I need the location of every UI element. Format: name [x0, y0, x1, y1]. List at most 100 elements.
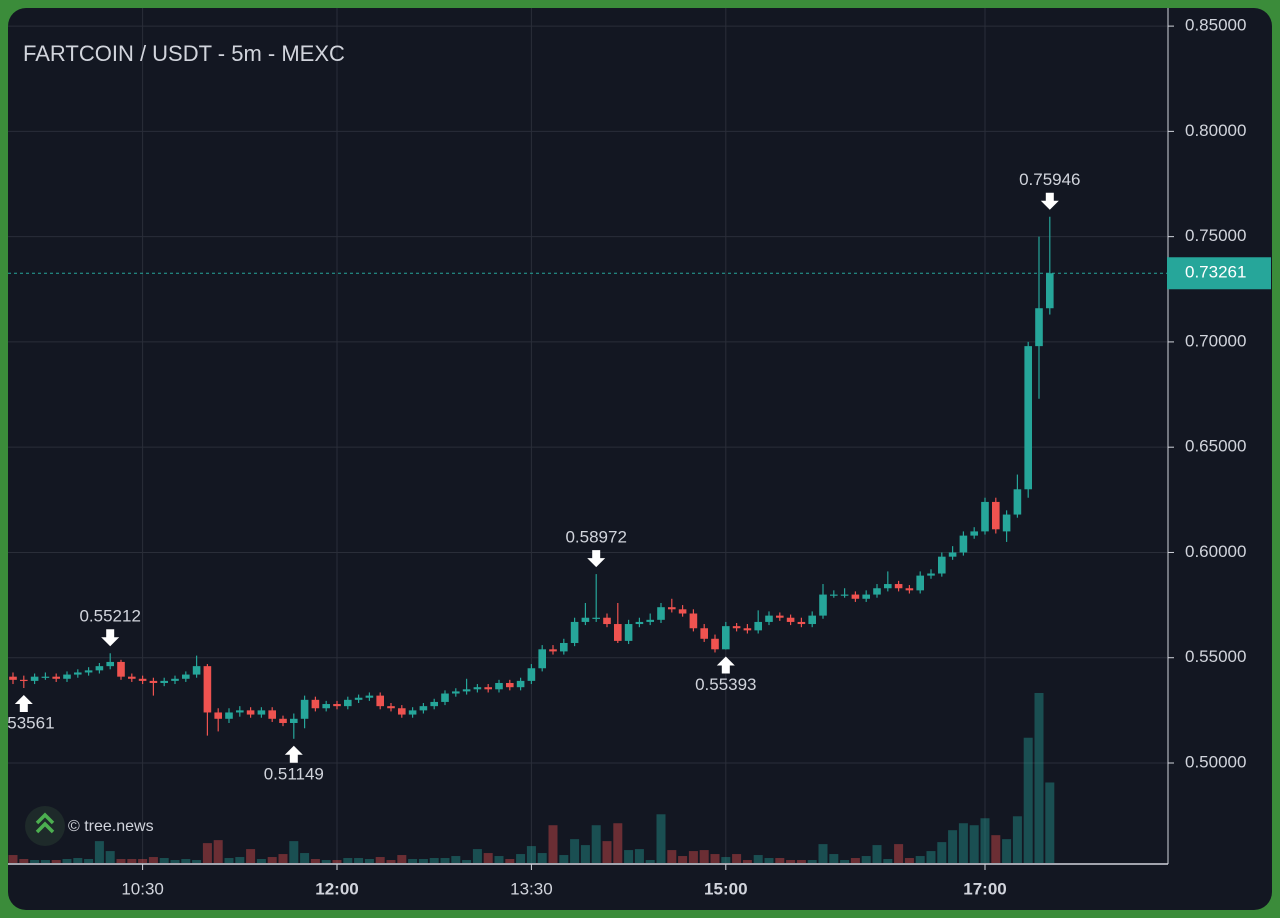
volume-bar — [73, 858, 83, 863]
volume-bar — [343, 858, 353, 863]
candle-body — [441, 693, 449, 702]
candle-body — [333, 704, 341, 707]
volume-bar — [375, 857, 385, 863]
candle-body — [1024, 346, 1032, 490]
volume-bar — [775, 858, 785, 863]
volume-bar — [591, 825, 601, 863]
candle-body — [279, 718, 287, 723]
volume-bar — [991, 835, 1001, 863]
candle-body — [495, 682, 503, 690]
volume-bar — [159, 858, 169, 863]
volume-bar — [235, 857, 245, 863]
volume-bar — [289, 841, 299, 863]
candle-body — [20, 679, 28, 682]
volume-bar — [8, 855, 18, 863]
candle-body — [452, 691, 460, 694]
candle-body — [527, 668, 536, 681]
volume-bar — [786, 860, 796, 863]
volume-bar — [332, 860, 342, 863]
x-tick-label: 13:30 — [510, 879, 553, 898]
volume-bar — [62, 859, 72, 863]
candle-body — [1046, 273, 1054, 309]
candle-body — [959, 535, 968, 553]
candle-body — [765, 615, 773, 622]
volume-bar — [645, 860, 655, 863]
volume-bar — [213, 840, 223, 863]
y-tick-label: 0.55000 — [1185, 647, 1246, 666]
volume-bar — [321, 860, 331, 863]
high-label: 0.75946 — [1019, 170, 1080, 189]
volume-bar — [1012, 816, 1022, 863]
candle-body — [182, 674, 190, 679]
candle-body — [992, 501, 1000, 530]
candle-body — [84, 670, 93, 673]
marker-arrow — [284, 745, 303, 763]
volume-bar — [969, 825, 979, 863]
candle-body — [138, 678, 147, 681]
candle-body — [862, 594, 870, 599]
volume-bar — [883, 859, 893, 863]
volume-bar — [1002, 839, 1012, 863]
volume-bar — [613, 823, 623, 863]
y-tick-label: 0.60000 — [1185, 542, 1246, 561]
candle-body — [149, 680, 158, 683]
candle-body — [776, 615, 784, 618]
volume-bar — [278, 854, 288, 863]
candle-body — [592, 617, 600, 619]
panel — [8, 8, 1272, 910]
last-price-tag — [1167, 257, 1271, 290]
volume-bar — [364, 859, 374, 863]
volume-bar — [246, 849, 256, 863]
candle-body — [614, 624, 622, 641]
candle-body — [160, 680, 168, 683]
candle-body — [300, 699, 309, 719]
marker-arrow — [101, 629, 120, 647]
volume-bar — [300, 853, 310, 863]
high-label: 0.58972 — [565, 528, 626, 547]
candle-body — [171, 678, 179, 681]
candle-body — [408, 710, 417, 715]
volume-bar — [580, 845, 590, 863]
candle-body — [678, 609, 687, 614]
volume-bar — [1023, 737, 1033, 863]
candle-body — [635, 621, 644, 625]
candle-body — [732, 626, 741, 629]
volume-bar — [570, 839, 580, 863]
candle-body — [711, 638, 719, 650]
volume-bar — [915, 856, 925, 863]
volume-bar — [418, 859, 428, 863]
candle-body — [851, 594, 860, 599]
axes: 0.50000 0.55000 0.60000 0.65000 0.70000 0.750… — [121, 16, 1246, 899]
candle-body — [484, 687, 492, 690]
x-tick-label: 17:00 — [963, 879, 1006, 898]
candle-body — [95, 666, 104, 671]
volume-bar — [980, 818, 990, 863]
candle-body — [117, 661, 125, 677]
candle-body — [581, 617, 590, 622]
candle-body — [549, 649, 557, 652]
candle-body — [700, 628, 708, 639]
candle-body — [722, 626, 730, 650]
candle-body — [830, 594, 838, 596]
volume-bar — [699, 850, 709, 863]
volume-bar — [30, 860, 40, 863]
candle-body — [657, 607, 665, 620]
candle-body — [9, 676, 17, 680]
candle-body — [365, 695, 374, 698]
candle-body — [128, 676, 136, 679]
grid — [8, 8, 1168, 863]
x-tick-label: 15:00 — [704, 879, 747, 898]
volume-bar — [1034, 693, 1044, 863]
volume-bar — [926, 851, 936, 863]
volume-bar — [937, 842, 947, 863]
y-tick-label: 0.50000 — [1185, 752, 1246, 771]
volume-bar — [505, 859, 515, 863]
volume-bar — [634, 849, 644, 863]
candle-body — [981, 501, 989, 532]
candle-body — [192, 666, 201, 675]
volume-bar — [526, 846, 536, 863]
chart-title: FARTCOIN / USDT - 5m - MEXC — [23, 41, 345, 66]
candle-body — [970, 531, 978, 536]
y-tick-label: 0.70000 — [1185, 331, 1246, 350]
